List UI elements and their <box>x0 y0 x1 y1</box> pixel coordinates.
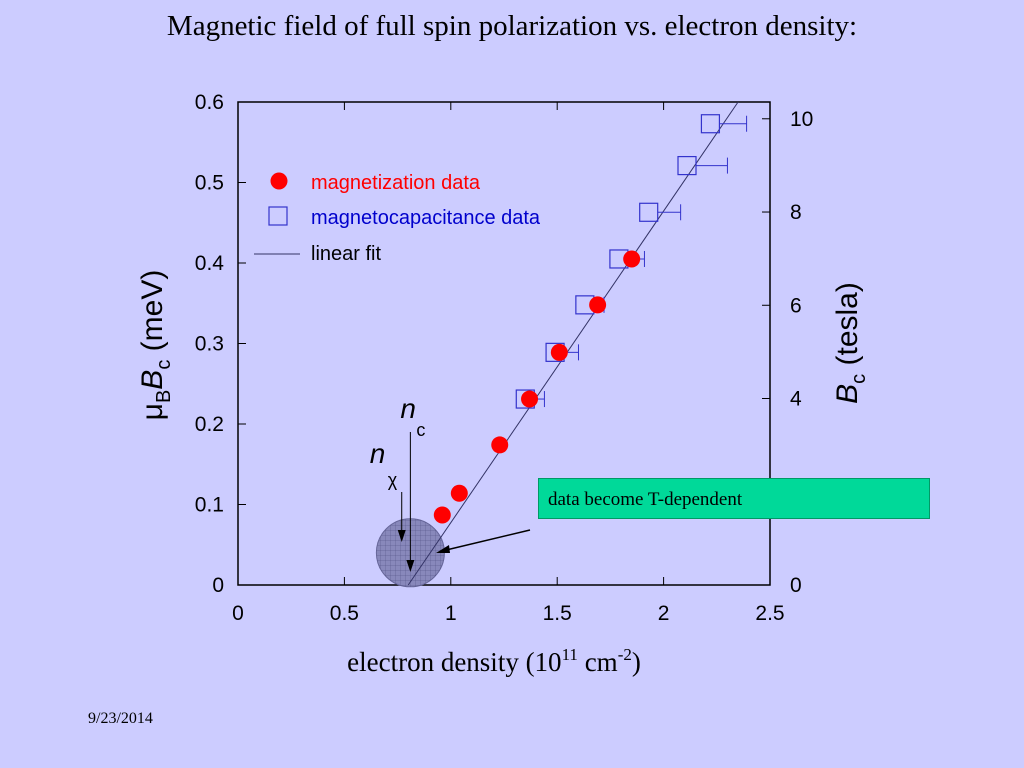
nc-label: n <box>400 393 416 424</box>
circle-point <box>623 250 641 268</box>
nc-subscript: c <box>416 420 425 440</box>
fit-series <box>407 101 739 586</box>
circle-point <box>550 343 568 361</box>
circle-point <box>433 506 451 524</box>
square-point <box>700 114 721 134</box>
callout-arrow <box>441 529 531 552</box>
axis-ticks: 0 0.5 1 1.5 2 2.5 0 0.1 0.2 0.3 0.4 0.5 0.6 0 4 6 8 10 <box>195 91 814 625</box>
legend-marker-magnetization <box>270 172 288 190</box>
y2-tick-label: 0 <box>790 574 802 597</box>
y2-axis-label: Bc (tesla) <box>831 282 870 404</box>
legend-label-fit: linear fit <box>311 243 381 265</box>
y2-tick-label: 10 <box>790 108 813 131</box>
y-tick-label: 0.4 <box>195 252 225 275</box>
y-tick-label: 0.1 <box>195 494 224 517</box>
x-tick-label: 1 <box>445 602 457 625</box>
square-point <box>677 155 697 176</box>
magnetization-series <box>433 250 641 524</box>
x-tick-label: 0 <box>232 602 244 625</box>
y-axis-label: μBBc (meV) <box>136 270 175 421</box>
y-tick-label: 0.3 <box>195 333 224 356</box>
nchi-label: n <box>370 438 386 469</box>
square-point <box>639 202 659 222</box>
x-tick-label: 2.5 <box>755 602 784 625</box>
fit-line <box>407 101 739 586</box>
y-tick-label: 0.5 <box>195 172 224 195</box>
circle-point <box>491 436 509 454</box>
nc-arrowhead <box>406 560 415 572</box>
x-axis-label: electron density (1011 cm-2) <box>347 645 641 677</box>
y-tick-label: 0.2 <box>195 413 224 436</box>
x-tick-label: 1.5 <box>543 602 572 625</box>
slide-title: Magnetic field of full spin polarization… <box>166 10 858 42</box>
y-tick-label: 0 <box>212 574 224 597</box>
legend-label-magnetization: magnetization data <box>311 172 481 194</box>
nchi-subscript: χ <box>388 470 398 490</box>
nchi-arrowhead <box>397 530 406 542</box>
legend-marker-magnetocapacitance <box>268 206 288 226</box>
circle-point <box>450 484 468 502</box>
callout-box: data become T-dependent <box>538 478 930 519</box>
y2-tick-label: 8 <box>790 201 802 224</box>
y-tick-label: 0.6 <box>195 91 224 114</box>
circle-point <box>589 296 607 314</box>
legend: magnetization data magnetocapacitance da… <box>254 172 541 265</box>
legend-label-magnetocapacitance: magnetocapacitance data <box>311 207 541 229</box>
y2-tick-label: 4 <box>790 388 802 411</box>
x-tick-label: 2 <box>658 602 670 625</box>
y2-tick-label: 6 <box>790 294 802 317</box>
circle-point <box>521 390 539 408</box>
slide-date: 9/23/2014 <box>88 710 153 727</box>
callout-arrowhead <box>436 545 450 553</box>
x-tick-label: 0.5 <box>330 602 359 625</box>
